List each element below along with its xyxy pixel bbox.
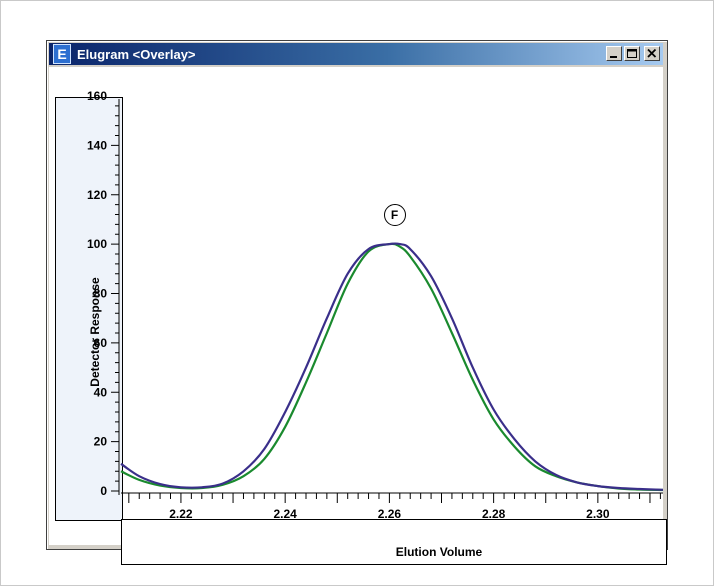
app-icon[interactable]: E	[53, 44, 71, 64]
y-axis-label: Detector Response	[88, 277, 102, 387]
y-tick-label: 20	[94, 435, 108, 449]
maximize-icon	[627, 49, 637, 58]
close-button[interactable]	[644, 46, 660, 61]
y-tick-label: 160	[87, 89, 107, 103]
peak-annotation: F	[383, 203, 406, 226]
x-tick-label: 2.24	[273, 507, 297, 521]
y-tick-label: 120	[87, 188, 107, 202]
y-tick-label: 100	[87, 237, 107, 251]
x-axis-panel	[121, 519, 667, 565]
title-bar[interactable]: E Elugram <Overlay>	[49, 43, 663, 65]
y-tick-label: 60	[94, 336, 108, 350]
x-tick-label: 2.28	[482, 507, 506, 521]
series-line-green	[120, 242, 663, 492]
x-tick-label: 2.26	[378, 507, 402, 521]
x-axis-label: Elution Volume	[395, 545, 483, 559]
y-tick-label: 80	[94, 287, 108, 301]
maximize-button[interactable]	[624, 46, 640, 61]
minimize-button[interactable]	[606, 46, 622, 61]
y-tick-label: 0	[100, 484, 107, 498]
window-title: Elugram <Overlay>	[77, 46, 196, 62]
close-icon	[647, 48, 657, 58]
y-tick-label: 40	[94, 385, 108, 399]
plot-area[interactable]: 0 20 40 60 80 100 120 140 160 2.22 2.24 2.26 2.28 2.3…	[49, 67, 667, 565]
minimize-icon	[610, 56, 617, 58]
series-line-blue	[120, 242, 663, 491]
elugram-chart: 0 20 40 60 80 100 120 140 160 2.22 2.24 2.26 2.28 2.3…	[87, 89, 663, 521]
elugram-window: E Elugram <Overlay> 0 20 40	[46, 40, 668, 565]
y-axis-panel	[55, 97, 123, 521]
x-tick-label: 2.30	[586, 507, 610, 521]
window-controls	[606, 46, 660, 61]
x-tick-label: 2.22	[169, 507, 193, 521]
y-tick-label: 140	[87, 138, 107, 152]
